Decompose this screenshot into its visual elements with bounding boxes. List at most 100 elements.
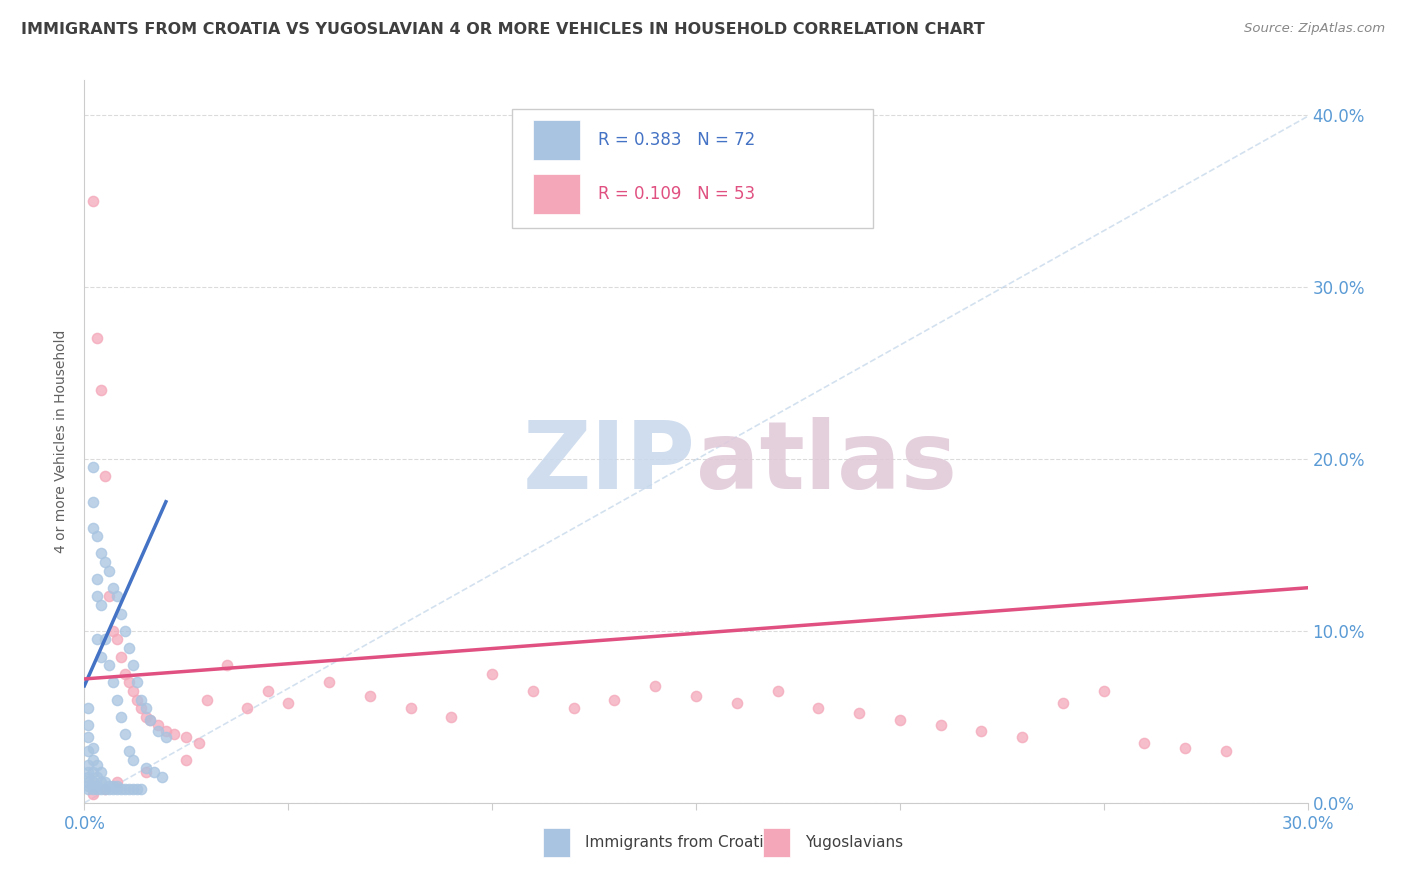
Point: [77, 758, 100, 772]
Point: [114, 782, 136, 797]
Point: [77, 718, 100, 732]
Point: [93, 775, 115, 789]
Point: [127, 675, 149, 690]
Point: [93, 782, 115, 797]
Point: [127, 782, 149, 797]
Point: [217, 658, 239, 673]
Point: [105, 782, 128, 797]
Point: [970, 723, 993, 738]
Point: [146, 718, 169, 732]
Point: [77, 779, 100, 793]
Point: [90, 764, 112, 779]
Point: [807, 701, 830, 715]
Point: [77, 701, 100, 715]
Point: [97, 658, 120, 673]
Point: [82, 764, 104, 779]
Point: [97, 590, 120, 604]
Point: [105, 775, 128, 789]
Point: [105, 779, 128, 793]
Point: [146, 723, 169, 738]
Point: [86, 782, 108, 797]
Point: [155, 731, 177, 745]
Point: [77, 744, 100, 758]
Point: [82, 779, 104, 793]
Point: [93, 782, 115, 797]
Text: Source: ZipAtlas.com: Source: ZipAtlas.com: [1244, 22, 1385, 36]
Point: [86, 779, 108, 793]
Point: [101, 581, 124, 595]
Point: [929, 718, 952, 732]
Point: [1133, 735, 1156, 749]
Text: atlas: atlas: [696, 417, 957, 509]
Point: [522, 684, 544, 698]
Point: [118, 782, 141, 797]
Point: [110, 649, 132, 664]
Y-axis label: 4 or more Vehicles in Household: 4 or more Vehicles in Household: [55, 330, 69, 553]
Point: [131, 701, 153, 715]
Point: [110, 710, 132, 724]
Point: [77, 770, 100, 784]
Point: [82, 460, 104, 475]
Point: [82, 494, 104, 508]
Point: [90, 649, 112, 664]
Text: ZIP: ZIP: [523, 417, 696, 509]
Text: Immigrants from Croatia: Immigrants from Croatia: [585, 835, 773, 850]
Point: [174, 753, 197, 767]
Point: [93, 632, 115, 647]
Point: [97, 564, 120, 578]
Point: [122, 753, 145, 767]
Point: [77, 731, 100, 745]
Point: [236, 701, 259, 715]
Point: [86, 590, 108, 604]
Point: [101, 779, 124, 793]
Point: [359, 689, 381, 703]
Point: [101, 782, 124, 797]
Point: [481, 666, 503, 681]
Point: [82, 520, 104, 534]
Point: [150, 770, 173, 784]
Point: [97, 779, 120, 793]
Point: [86, 758, 108, 772]
Point: [105, 692, 128, 706]
Point: [644, 679, 666, 693]
Point: [93, 469, 115, 483]
Point: [155, 723, 177, 738]
Point: [118, 640, 141, 655]
Point: [685, 689, 707, 703]
Point: [90, 383, 112, 397]
Point: [105, 590, 128, 604]
Point: [90, 598, 112, 612]
Point: [725, 696, 748, 710]
Point: [90, 782, 112, 797]
Point: [114, 624, 136, 638]
Point: [131, 782, 153, 797]
Point: [110, 782, 132, 797]
Point: [82, 753, 104, 767]
Point: [77, 764, 100, 779]
Point: [122, 782, 145, 797]
Point: [110, 607, 132, 621]
Point: [90, 546, 112, 560]
Point: [187, 735, 209, 749]
Point: [318, 675, 340, 690]
Point: [1174, 740, 1197, 755]
Point: [1092, 684, 1115, 698]
Point: [195, 692, 218, 706]
Point: [86, 529, 108, 543]
Point: [122, 658, 145, 673]
Point: [1215, 744, 1237, 758]
Point: [105, 632, 128, 647]
Point: [766, 684, 789, 698]
Point: [122, 684, 145, 698]
Point: [86, 770, 108, 784]
Text: R = 0.383   N = 72: R = 0.383 N = 72: [598, 131, 755, 149]
Text: Yugoslavians: Yugoslavians: [804, 835, 903, 850]
Point: [101, 624, 124, 638]
Text: R = 0.109   N = 53: R = 0.109 N = 53: [598, 185, 755, 203]
Point: [135, 761, 157, 775]
Point: [86, 331, 108, 345]
Point: [399, 701, 422, 715]
Point: [138, 713, 160, 727]
Point: [118, 744, 141, 758]
Point: [1011, 731, 1033, 745]
